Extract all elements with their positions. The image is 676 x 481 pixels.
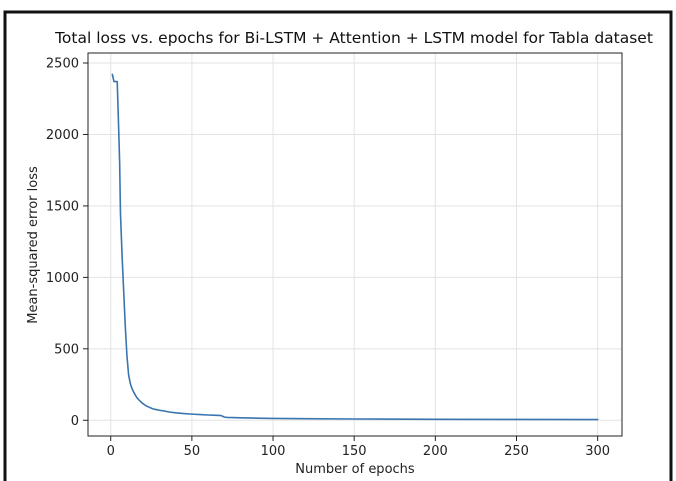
x-tick-label: 50 bbox=[184, 444, 201, 459]
y-axis-ticks: 0 500 1000 1500 2000 2500 bbox=[46, 57, 88, 429]
outer-border bbox=[3, 10, 673, 481]
x-tick-label: 150 bbox=[342, 444, 367, 459]
x-tick-label: 100 bbox=[261, 444, 286, 459]
loss-series-line bbox=[111, 73, 599, 421]
y-tick-label: 0 bbox=[71, 414, 79, 429]
y-tick-label: 1500 bbox=[46, 199, 79, 214]
chart-title: Total loss vs. epochs for Bi-LSTM + Atte… bbox=[54, 29, 653, 47]
y-tick-label: 500 bbox=[54, 342, 79, 357]
x-tick-label: 250 bbox=[504, 444, 529, 459]
y-axis-label: Mean-squared error loss bbox=[26, 166, 41, 324]
y-tick-label: 2500 bbox=[46, 57, 79, 72]
grid bbox=[88, 53, 622, 436]
x-tick-label: 0 bbox=[107, 444, 115, 459]
plot-area bbox=[111, 73, 599, 421]
axes-box bbox=[87, 52, 623, 437]
y-tick-label: 2000 bbox=[46, 128, 79, 143]
x-axis-ticks: 0 50 100 150 200 250 300 bbox=[107, 436, 610, 459]
x-axis-label: Number of epochs bbox=[295, 462, 415, 477]
x-tick-label: 300 bbox=[585, 444, 610, 459]
y-tick-label: 1000 bbox=[46, 271, 79, 286]
x-tick-label: 200 bbox=[423, 444, 448, 459]
